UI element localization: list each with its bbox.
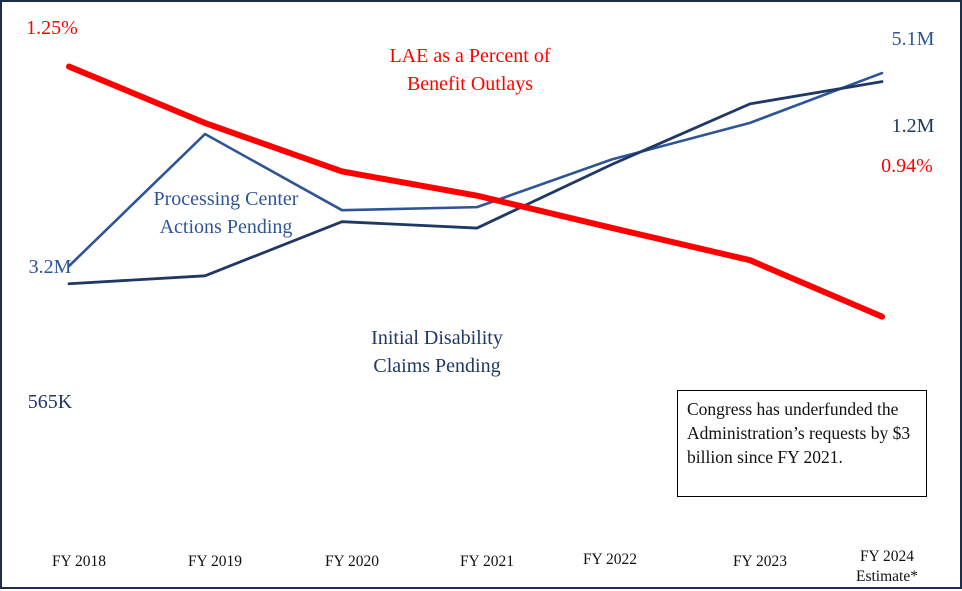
x-tick-label: FY 2022 (583, 551, 637, 568)
series-name-line: Claims Pending (373, 355, 500, 377)
start-value-label: 1.25% (26, 17, 78, 39)
x-tick-label-line: FY 2020 (325, 553, 379, 570)
series-name-label: Processing Center Actions Pending (154, 188, 299, 238)
series-name-line: Processing Center (154, 188, 299, 210)
series-name-label: Initial Disability Claims Pending (371, 327, 503, 377)
start-value-label: 3.2M (29, 256, 72, 278)
x-tick-label: FY 2020 (325, 553, 379, 570)
x-tick-label-line: Estimate* (856, 568, 918, 585)
series-name-line: Actions Pending (160, 216, 293, 238)
series-name-label: LAE as a Percent of Benefit Outlays (389, 45, 550, 95)
x-tick-label-line: FY 2024 (860, 548, 914, 565)
series-name-line: LAE as a Percent of (389, 45, 550, 67)
x-tick-label-line: FY 2022 (583, 551, 637, 568)
x-tick-label: FY 2018 (52, 553, 106, 570)
x-tick-label-line: FY 2018 (52, 553, 106, 570)
series-initial-disability-claims-pending (69, 82, 882, 284)
x-tick-label: FY 2019 (188, 553, 242, 570)
x-tick-label: FY 2021 (460, 553, 514, 570)
x-tick-label: FY 2024 Estimate* (856, 548, 918, 585)
end-value-label: 0.94% (881, 155, 933, 177)
series-name-line: Initial Disability (371, 327, 503, 349)
x-tick-label-line: FY 2023 (733, 553, 787, 570)
x-tick-label: FY 2023 (733, 553, 787, 570)
end-value-label: 1.2M (892, 115, 935, 137)
x-tick-label-line: FY 2021 (460, 553, 514, 570)
annotation-box: Congress has underfunded the Administrat… (677, 390, 927, 497)
x-tick-label-line: FY 2019 (188, 553, 242, 570)
annotation-text: Congress has underfunded the Administrat… (687, 399, 910, 467)
start-value-label: 565K (28, 391, 73, 413)
end-value-label: 5.1M (892, 28, 935, 50)
series-line (69, 82, 882, 284)
series-name-line: Benefit Outlays (407, 73, 533, 95)
